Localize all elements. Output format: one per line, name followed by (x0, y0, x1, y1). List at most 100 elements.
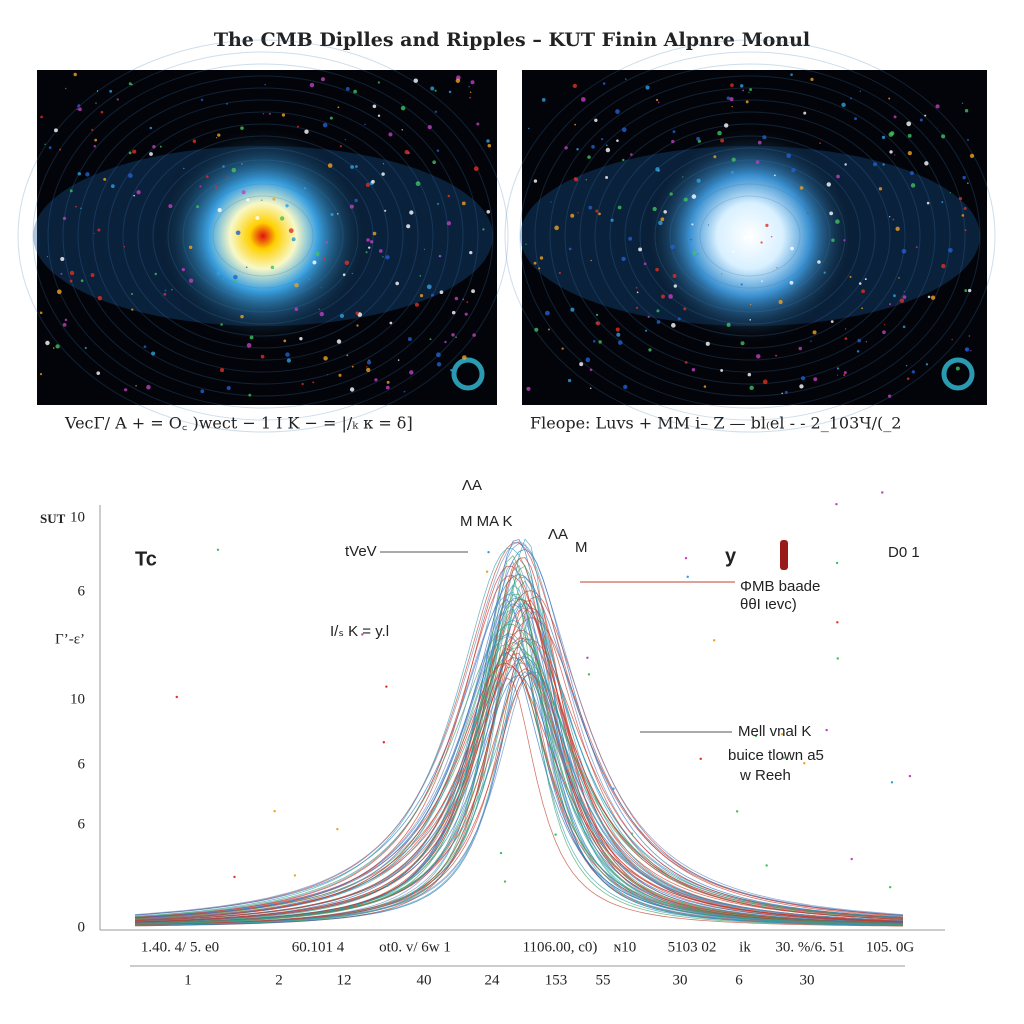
star (419, 275, 422, 277)
star (924, 161, 929, 166)
star (351, 272, 353, 275)
dot (361, 633, 364, 636)
star (673, 284, 677, 288)
star (128, 173, 133, 178)
star (756, 354, 761, 359)
star (742, 89, 745, 92)
curve (134, 591, 904, 925)
curve (134, 575, 904, 919)
curve (134, 576, 904, 927)
star (476, 122, 480, 126)
x-tick-label: 30 (800, 972, 815, 988)
star (436, 149, 440, 152)
star (353, 89, 357, 94)
star (602, 82, 606, 85)
star (949, 192, 951, 194)
star (315, 251, 320, 257)
x-tick-label: 6 (735, 972, 743, 988)
star (268, 112, 271, 115)
ripple (212, 195, 314, 277)
star (318, 308, 321, 311)
star (672, 274, 677, 278)
star (905, 364, 908, 367)
star (339, 313, 345, 319)
star (322, 122, 328, 128)
star (672, 130, 676, 134)
star (260, 199, 263, 202)
star (326, 373, 329, 376)
dot (890, 781, 894, 784)
star (84, 346, 87, 350)
star (130, 292, 134, 296)
star (966, 138, 970, 142)
star (720, 138, 725, 143)
star (585, 357, 591, 363)
star (342, 273, 346, 277)
star (426, 284, 432, 290)
marker (780, 540, 788, 570)
star (366, 238, 370, 242)
star (487, 143, 492, 148)
star (854, 117, 857, 121)
curve (134, 671, 904, 924)
star (895, 226, 900, 231)
star (414, 302, 419, 307)
star (286, 358, 292, 363)
star (761, 280, 763, 282)
star (888, 132, 894, 137)
star (241, 162, 243, 165)
dot (782, 756, 785, 759)
star (894, 154, 896, 156)
star (841, 102, 846, 108)
star (849, 97, 852, 100)
curve (134, 657, 904, 922)
star (561, 347, 564, 350)
star (131, 308, 134, 311)
dot (336, 827, 339, 831)
star (233, 279, 237, 283)
star (899, 298, 905, 303)
annotation: M MA K (460, 513, 513, 530)
star (968, 335, 971, 337)
star (882, 163, 885, 166)
star (217, 208, 222, 213)
star (80, 279, 84, 283)
star (246, 198, 250, 202)
star (786, 153, 792, 159)
annotation: Mell vnal K (738, 723, 811, 740)
star (330, 212, 334, 217)
dot (780, 733, 784, 736)
curve (134, 595, 904, 926)
star (743, 236, 747, 240)
star (713, 155, 717, 159)
star (386, 380, 390, 384)
star (468, 85, 471, 88)
ripple (17, 39, 509, 433)
star (525, 243, 527, 245)
star (45, 340, 50, 346)
star (889, 150, 893, 154)
star (109, 89, 113, 93)
star (757, 140, 762, 145)
star (898, 277, 900, 279)
star (248, 393, 252, 397)
star (462, 298, 465, 301)
star (404, 149, 410, 155)
ripple (137, 135, 389, 337)
star (843, 239, 846, 242)
star (721, 273, 723, 275)
curve (134, 565, 904, 920)
star (605, 144, 608, 147)
star (455, 336, 457, 339)
star (164, 289, 167, 292)
star (740, 84, 744, 88)
title: The CMB Diplles and Ripples – KUT Finin … (214, 29, 810, 51)
annotation: D0 1 (888, 544, 920, 561)
star (657, 101, 660, 104)
star (461, 201, 466, 206)
star (183, 167, 185, 170)
star (217, 133, 221, 137)
star (143, 345, 147, 349)
star (962, 175, 966, 180)
